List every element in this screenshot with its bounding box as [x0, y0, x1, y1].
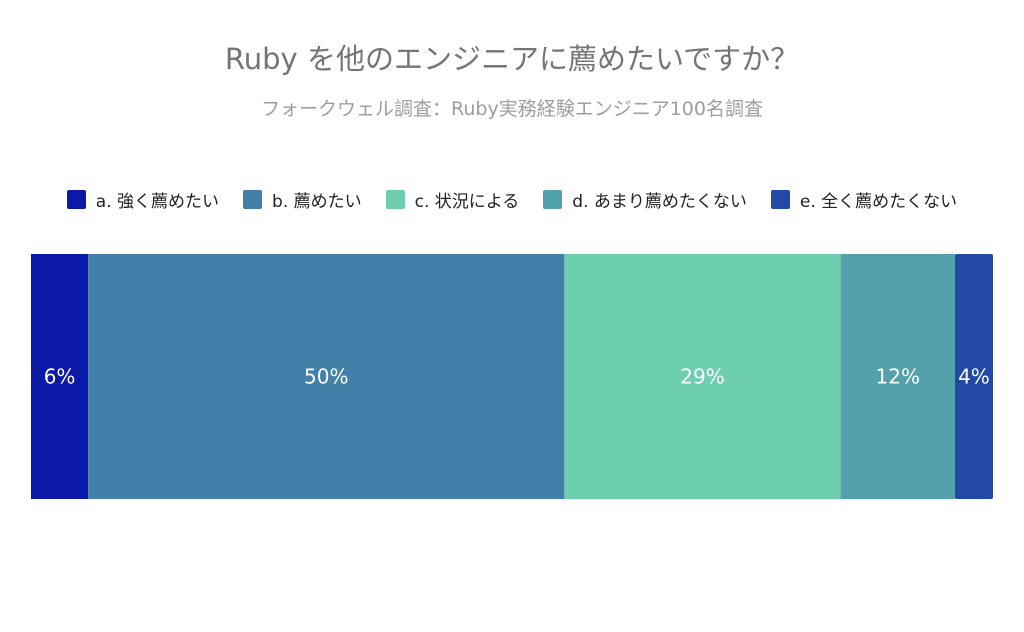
data-label: 4% — [958, 365, 990, 389]
legend-swatch — [243, 189, 263, 209]
bar-segment[interactable] — [840, 254, 955, 499]
bar-segment[interactable] — [954, 254, 993, 499]
legend-label: a. 強く薦めたい — [95, 191, 220, 212]
legend-swatch — [66, 189, 86, 209]
data-label: 12% — [876, 365, 920, 389]
bar-segment[interactable] — [88, 254, 565, 499]
chart-title: Ruby を他のエンジニアに薦めたいですか？ — [224, 42, 800, 76]
legend-item[interactable]: b. 薦めたい — [243, 188, 362, 212]
legend-item[interactable]: c. 状況による — [385, 188, 520, 212]
data-label: 6% — [44, 365, 76, 389]
legend-item[interactable]: e. 全く薦めたくない — [770, 188, 958, 212]
chart-subtitle: フォークウェル調査：Ruby実務経験エンジニア100名調査 — [261, 98, 763, 120]
bar-segment[interactable] — [31, 254, 89, 499]
data-label: 29% — [680, 365, 724, 389]
legend-label: c. 状況による — [414, 191, 520, 212]
legend-label: d. あまり薦めたくない — [572, 191, 747, 212]
legend-swatch — [770, 189, 790, 209]
data-label: 50% — [304, 365, 348, 389]
legend-swatch — [543, 189, 563, 209]
bar-segment[interactable] — [564, 254, 841, 499]
chart-legend: a. 強く薦めたい b. 薦めたい c. 状況による d. あまり薦めたくない e. 全… — [40, 188, 984, 212]
legend-label: b. 薦めたい — [272, 191, 362, 212]
legend-item[interactable]: d. あまり薦めたくない — [543, 188, 747, 212]
legend-swatch — [385, 189, 405, 209]
legend-label: e. 全く薦めたくない — [799, 191, 958, 212]
legend-item[interactable]: a. 強く薦めたい — [66, 188, 220, 212]
